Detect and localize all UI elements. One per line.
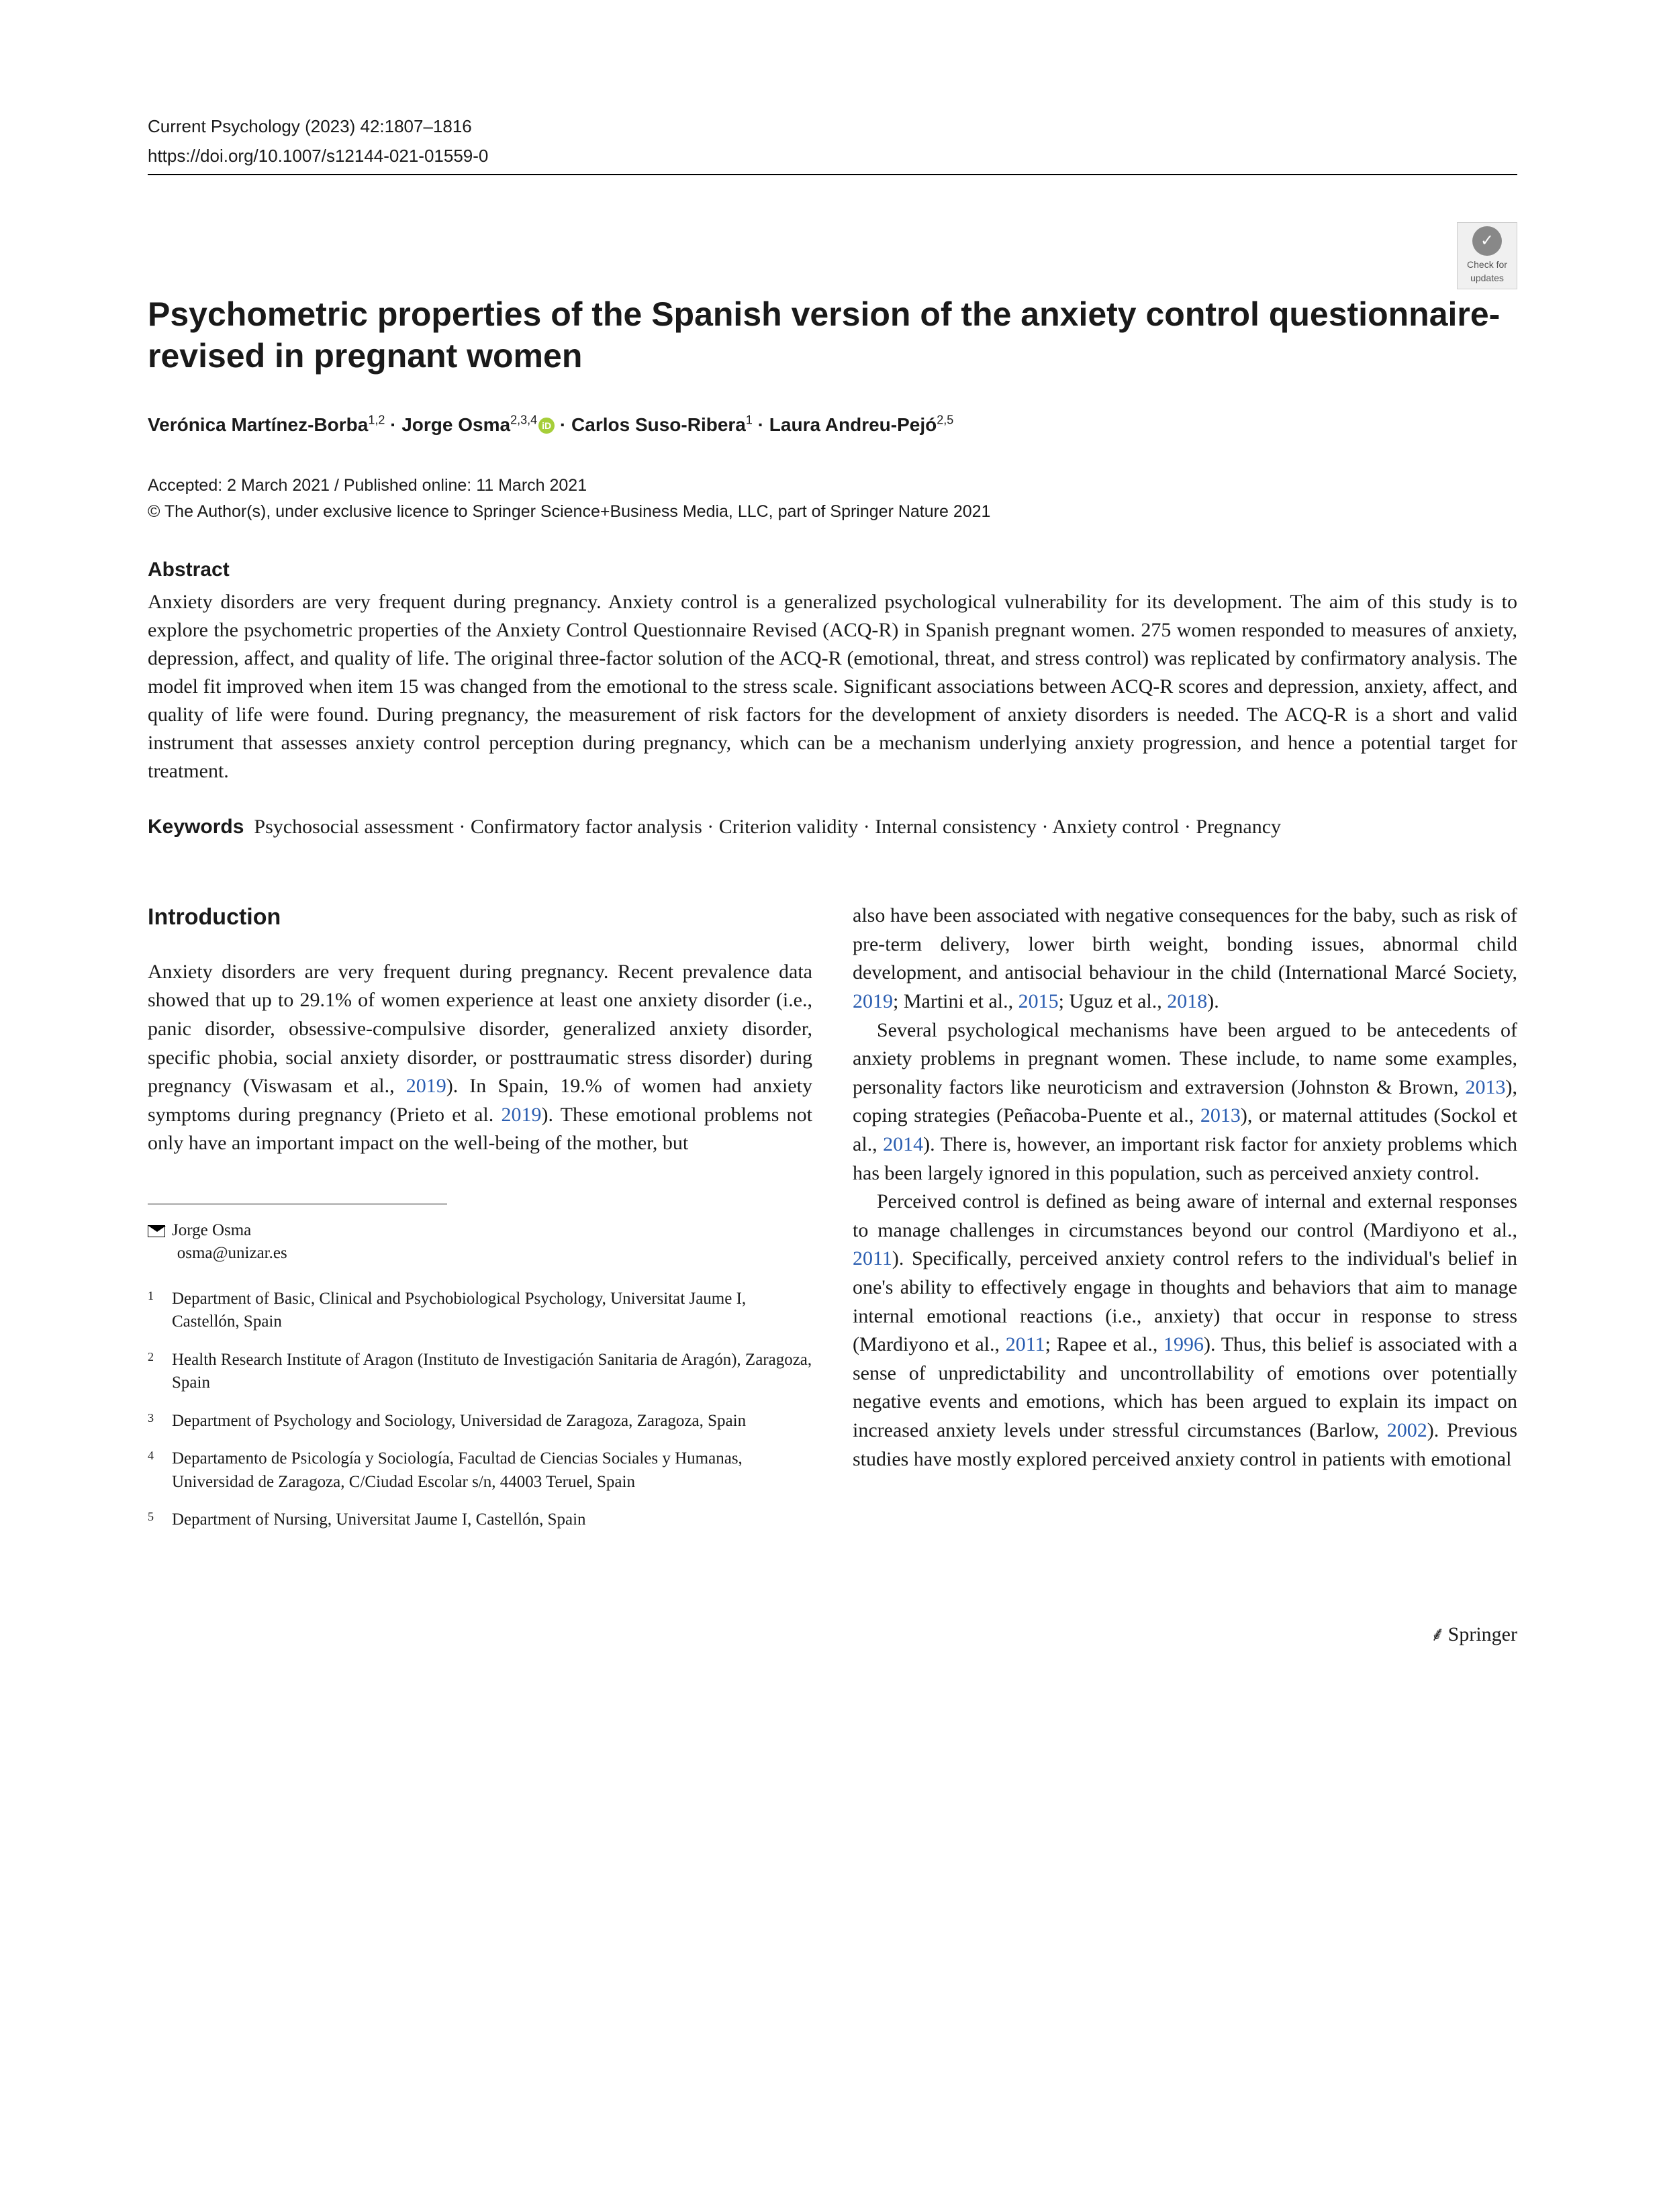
citation-link[interactable]: 2015 (1018, 990, 1059, 1012)
citation-link[interactable]: 2014 (883, 1133, 923, 1155)
author-2: Jorge Osma2,3,4 (401, 414, 537, 435)
author-3: Carlos Suso-Ribera1 (571, 414, 753, 435)
intro-para-1-left: Anxiety disorders are very frequent duri… (148, 958, 812, 1158)
corresponding-author: Jorge Osma osma@unizar.es (148, 1219, 812, 1265)
orcid-icon[interactable]: iD (538, 418, 555, 434)
keywords-label: Keywords (148, 816, 244, 838)
check-updates-icon: ✓ (1472, 226, 1502, 256)
citation-link[interactable]: 2019 (406, 1075, 446, 1097)
copyright-line: © The Author(s), under exclusive licence… (148, 500, 1517, 524)
citation-link[interactable]: 2018 (1167, 990, 1207, 1012)
citation-link[interactable]: 2002 (1387, 1419, 1427, 1441)
check-updates-badge[interactable]: ✓ Check for updates (1457, 222, 1517, 289)
affiliation-2: 2Health Research Institute of Aragon (In… (148, 1349, 812, 1395)
citation-link[interactable]: 2011 (1006, 1333, 1045, 1355)
affiliation-3: 3Department of Psychology and Sociology,… (148, 1410, 812, 1433)
publisher-mark: ⸙Springer (148, 1621, 1517, 1649)
publisher-name: Springer (1448, 1623, 1517, 1645)
introduction-heading: Introduction (148, 902, 812, 934)
intro-para-2: Several psychological mechanisms have be… (853, 1016, 1517, 1188)
corr-author-email: osma@unizar.es (177, 1244, 287, 1262)
keywords-block: Keywords Psychosocial assessment · Confi… (148, 812, 1517, 842)
abstract-heading: Abstract (148, 556, 1517, 584)
top-rule (148, 174, 1517, 175)
author-4: Laura Andreu-Pejó2,5 (769, 414, 953, 435)
keywords-text: Psychosocial assessment · Confirmatory f… (254, 816, 1281, 838)
affiliation-5: 5Department of Nursing, Universitat Jaum… (148, 1508, 812, 1532)
citation-link[interactable]: 2019 (502, 1104, 542, 1126)
citation-link[interactable]: 2013 (1200, 1104, 1241, 1126)
corr-author-name: Jorge Osma (172, 1221, 251, 1239)
intro-para-3: Perceived control is defined as being aw… (853, 1188, 1517, 1474)
affiliation-1: 1Department of Basic, Clinical and Psych… (148, 1288, 812, 1334)
envelope-icon (148, 1225, 165, 1237)
intro-para-1-right: also have been associated with negative … (853, 902, 1517, 1016)
author-list: Verónica Martínez-Borba1,2 · Jorge Osma2… (148, 411, 1517, 439)
springer-logo-icon: ⸙ (1430, 1621, 1445, 1649)
check-updates-label: Check for updates (1458, 258, 1517, 285)
citation-link[interactable]: 2013 (1466, 1076, 1506, 1098)
journal-header: Current Psychology (2023) 42:1807–1816 (148, 114, 1517, 138)
affiliations: 1Department of Basic, Clinical and Psych… (148, 1288, 812, 1532)
doi-line: https://doi.org/10.1007/s12144-021-01559… (148, 144, 1517, 168)
abstract-text: Anxiety disorders are very frequent duri… (148, 588, 1517, 785)
author-1: Verónica Martínez-Borba1,2 (148, 414, 385, 435)
affiliation-4: 4Departamento de Psicología y Sociología… (148, 1447, 812, 1494)
citation-link[interactable]: 2011 (853, 1247, 892, 1269)
citation-link[interactable]: 1996 (1163, 1333, 1204, 1355)
article-title: Psychometric properties of the Spanish v… (148, 293, 1517, 377)
citation-link[interactable]: 2019 (853, 990, 893, 1012)
publication-dates: Accepted: 2 March 2021 / Published onlin… (148, 474, 1517, 497)
left-column: Introduction Anxiety disorders are very … (148, 902, 812, 1546)
right-column: also have been associated with negative … (853, 902, 1517, 1546)
